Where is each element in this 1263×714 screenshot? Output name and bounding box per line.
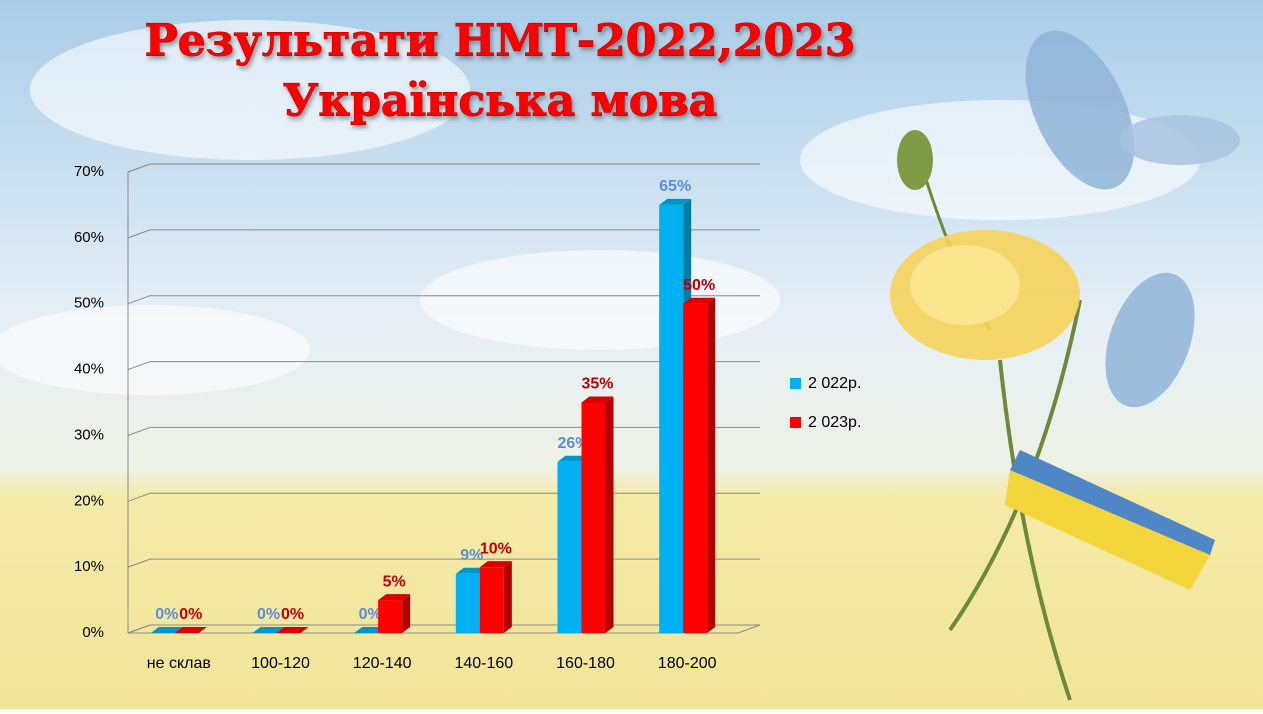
bar [581, 396, 614, 633]
legend-label: 2 023р. [808, 414, 861, 431]
x-tick-label: 100-120 [251, 655, 310, 672]
bar-top [378, 594, 411, 601]
x-tick-label: 120-140 [353, 655, 412, 672]
bar [252, 627, 285, 633]
value-label: 50% [683, 277, 715, 294]
x-tick-label: 180-200 [658, 655, 717, 672]
grid-line [127, 361, 760, 371]
grid-line [127, 229, 760, 239]
value-label: 5% [383, 573, 406, 590]
y-tick-label: 0% [82, 624, 104, 641]
value-label: 10% [480, 540, 512, 557]
grid-line [127, 492, 760, 502]
bar-top [479, 561, 512, 568]
bar [150, 627, 183, 633]
bar [378, 594, 411, 633]
bar-front [455, 573, 480, 633]
legend-label: 2 022р. [808, 375, 861, 392]
y-tick-label: 50% [74, 295, 104, 312]
x-tick-label: 160-180 [556, 655, 615, 672]
bar-side [402, 594, 411, 633]
value-label: 65% [659, 178, 691, 195]
value-label: 0% [281, 606, 304, 623]
y-tick-label: 70% [74, 163, 104, 180]
bar-front [683, 303, 708, 633]
bar [276, 627, 309, 633]
bar-top [683, 297, 716, 304]
bar-front [659, 204, 684, 633]
floor [127, 624, 761, 634]
chart-subtitle: Українська мова [283, 76, 718, 127]
bar [683, 297, 716, 633]
y-tick-label: 40% [74, 361, 104, 378]
y-tick-label: 60% [74, 229, 104, 246]
x-tick-label: не склав [147, 655, 211, 672]
bar-top [150, 627, 183, 633]
bar-side [707, 297, 716, 633]
value-label: 0% [155, 606, 178, 623]
value-label: 0% [359, 606, 382, 623]
y-tick-label: 20% [74, 492, 104, 509]
grid-line [127, 558, 760, 568]
bar-top [659, 198, 692, 205]
bar [174, 627, 207, 633]
bar-front [557, 461, 582, 633]
grid-line [127, 163, 760, 173]
value-label: 0% [257, 606, 280, 623]
bar-top [581, 396, 614, 403]
y-tick-label: 30% [74, 426, 104, 443]
legend-swatch [790, 378, 801, 389]
value-label: 0% [179, 606, 202, 623]
grid-line [127, 426, 760, 436]
bar-top [252, 627, 285, 633]
legend-swatch [790, 417, 801, 428]
bar [479, 561, 512, 633]
bar-top [276, 627, 309, 633]
bar-front [581, 402, 606, 633]
bar-top [174, 627, 207, 633]
grid-line [127, 295, 760, 305]
x-tick-label: 140-160 [454, 655, 513, 672]
value-label: 9% [460, 547, 483, 564]
flowers-decoration [890, 30, 1240, 701]
value-label: 35% [581, 376, 613, 393]
bar-side [503, 561, 512, 633]
bar-front [378, 600, 403, 633]
y-tick-label: 10% [74, 558, 104, 575]
bar-side [605, 396, 614, 633]
chart-title: Результати НМТ-2022,2023 [145, 16, 856, 67]
bar-front [479, 567, 504, 633]
